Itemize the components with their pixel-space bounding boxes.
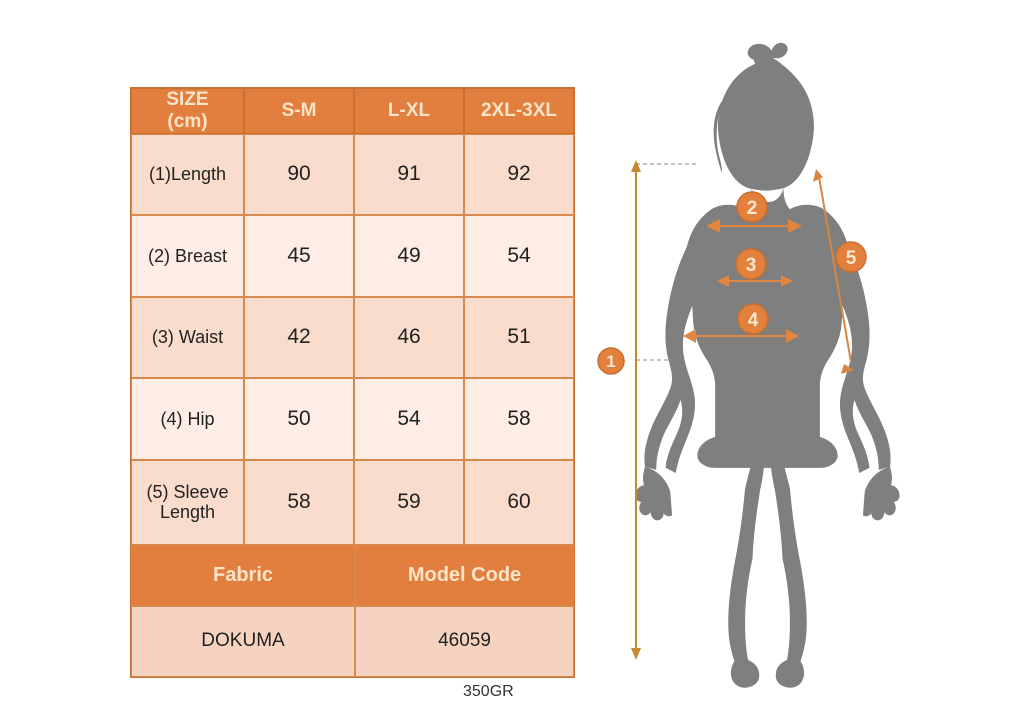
svg-text:4: 4 (748, 310, 759, 331)
svg-text:1: 1 (606, 352, 615, 371)
svg-text:5: 5 (846, 248, 857, 269)
svg-text:3: 3 (746, 255, 757, 276)
svg-text:2: 2 (747, 198, 758, 219)
